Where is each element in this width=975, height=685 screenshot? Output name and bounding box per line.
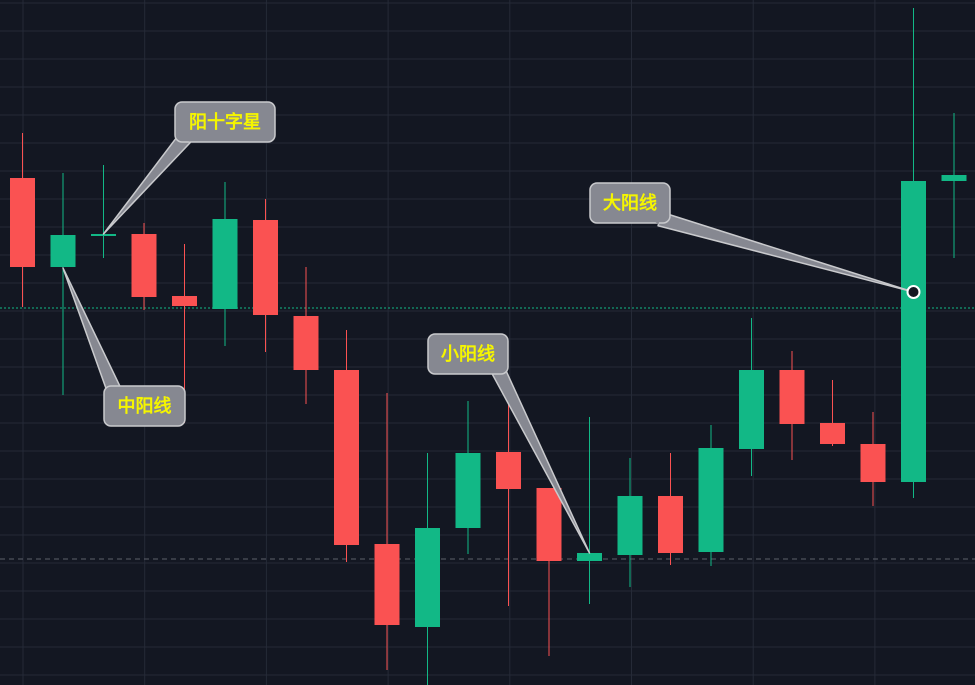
candle-down	[253, 199, 278, 352]
candle-body	[131, 234, 157, 297]
callout-joint	[630, 203, 662, 225]
candle-body	[941, 175, 967, 181]
candle-down	[334, 330, 359, 562]
annotation-label: 大阳线	[603, 192, 657, 214]
callout-pointer	[62, 267, 122, 394]
callout-joint	[468, 354, 504, 373]
callout-joint	[108, 387, 145, 406]
candle-body	[901, 181, 926, 482]
candle-body	[293, 316, 319, 370]
candle-down	[658, 453, 683, 565]
candle-body	[50, 235, 76, 267]
candle-down	[860, 412, 886, 506]
annotation-callout: 阳十字星	[102, 101, 276, 235]
candle-up	[212, 182, 238, 346]
annotation-callout: 大阳线	[589, 182, 921, 299]
candle-body	[91, 234, 116, 236]
candle-up	[91, 165, 116, 258]
candle-up	[698, 425, 724, 566]
candle-body	[212, 219, 238, 309]
candle-down	[10, 133, 35, 307]
candle-down	[496, 403, 521, 606]
annotation-callout: 小阳线	[427, 333, 591, 554]
annotation-label: 中阳线	[118, 395, 172, 417]
candle-down	[779, 351, 805, 460]
candle-body	[658, 496, 683, 553]
candle-down	[131, 223, 157, 310]
callout-pointer	[102, 132, 192, 235]
candle-body	[415, 528, 440, 627]
candle-body	[374, 544, 400, 625]
candle-body	[455, 453, 481, 528]
candle-body	[577, 553, 602, 561]
candle-up	[901, 8, 926, 498]
candle-body	[253, 220, 278, 315]
candle-up	[50, 173, 76, 395]
candle-up	[415, 453, 440, 685]
candle-body	[334, 370, 359, 545]
candle-body	[779, 370, 805, 424]
candle-body	[536, 488, 562, 561]
candle-down	[820, 380, 845, 446]
candle-body	[10, 178, 35, 267]
candle-down	[293, 267, 319, 404]
reference-lines	[0, 307, 975, 560]
candle-up	[455, 401, 481, 554]
candle-body	[860, 444, 886, 482]
candle-body	[698, 448, 724, 552]
candle-down	[536, 488, 562, 656]
candle-up	[617, 458, 643, 587]
annotation-label: 阳十字星	[189, 111, 261, 133]
candle-up	[577, 417, 602, 604]
candle-up	[941, 113, 967, 258]
candle-body	[820, 423, 845, 444]
candle-body	[496, 452, 521, 489]
candle-body	[172, 296, 197, 306]
annotation-marker	[906, 285, 921, 299]
candle-body	[739, 370, 764, 449]
candles	[10, 8, 967, 685]
candle-down	[374, 393, 400, 670]
annotation-callout: 中阳线	[62, 267, 186, 427]
candle-body	[617, 496, 643, 555]
candle-up	[739, 318, 764, 476]
callout-joint	[180, 122, 225, 142]
annotation-label: 小阳线	[441, 343, 495, 365]
